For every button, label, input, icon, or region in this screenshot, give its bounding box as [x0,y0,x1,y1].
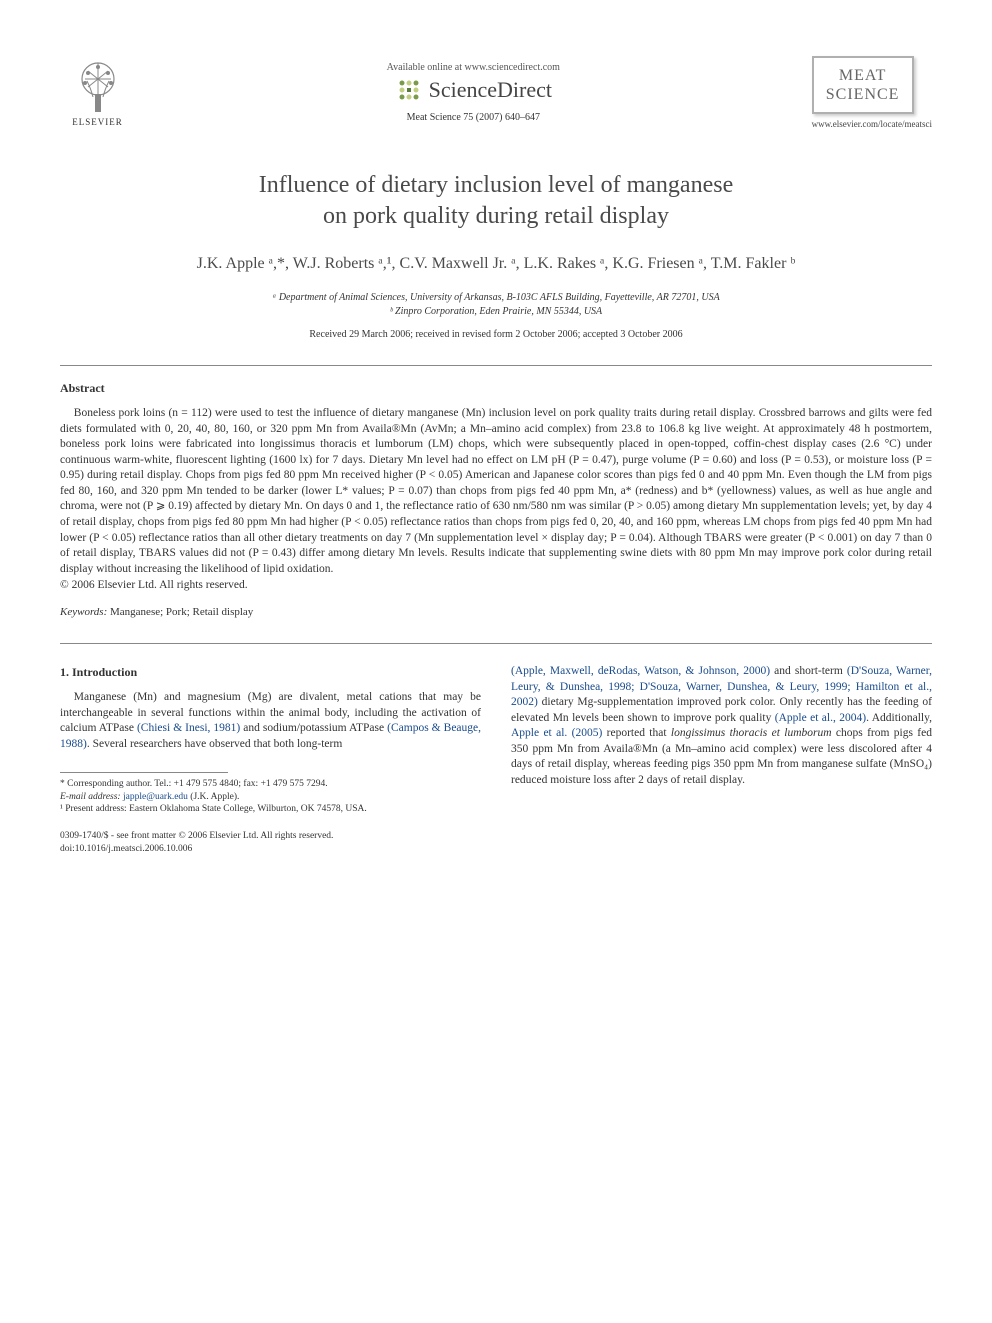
issn-line: 0309-1740/$ - see front matter © 2006 El… [60,830,481,842]
sciencedirect-icon [395,76,423,104]
footer-row: 0309-1740/$ - see front matter © 2006 El… [60,830,932,855]
citation[interactable]: (Apple et al., 2004) [775,712,866,724]
intro-para-2: (Apple, Maxwell, deRodas, Watson, & John… [511,664,932,788]
email-address[interactable]: japple@uark.edu [123,792,188,802]
journal-url: www.elsevier.com/locate/meatsci [812,119,932,129]
authors-list: J.K. Apple ᵃ,*, W.J. Roberts ᵃ,¹, C.V. M… [60,252,932,276]
abstract-paragraph: Boneless pork loins (n = 112) were used … [60,406,932,577]
citation[interactable]: (Apple, Maxwell, deRodas, Watson, & John… [511,665,770,677]
column-left: 1. Introduction Manganese (Mn) and magne… [60,664,481,815]
available-online-text: Available online at www.sciencedirect.co… [135,62,812,73]
present-address: ¹ Present address: Eastern Oklahoma Stat… [60,803,481,815]
title-line1: Influence of dietary inclusion level of … [259,172,733,198]
journal-cover-box: MEAT SCIENCE [812,56,914,114]
species-name: longissimus thoracis et lumborum [671,727,832,739]
journal-name-line2: SCIENCE [818,85,908,104]
affiliation-a: ᵃ Department of Animal Sciences, Univers… [60,291,932,305]
footer-left: 0309-1740/$ - see front matter © 2006 El… [60,830,481,855]
email-line: E-mail address: japple@uark.edu (J.K. Ap… [60,791,481,803]
header-row: ELSEVIER Available online at www.science… [60,50,932,135]
citation[interactable]: (Chiesi & Inesi, 1981) [137,722,240,734]
citation[interactable]: Apple et al. (2005) [511,727,602,739]
doi-line: doi:10.1016/j.meatsci.2006.10.006 [60,843,481,855]
journal-reference: Meat Science 75 (2007) 640–647 [135,112,812,123]
email-name: (J.K. Apple). [190,792,239,802]
elsevier-logo: ELSEVIER [60,50,135,135]
abstract-body: Boneless pork loins (n = 112) were used … [60,406,932,577]
keywords-row: Keywords: Manganese; Pork; Retail displa… [60,606,932,618]
abstract-heading: Abstract [60,381,932,396]
journal-box-wrapper: MEAT SCIENCE www.elsevier.com/locate/mea… [812,56,932,129]
rule-bottom [60,643,932,644]
journal-name-line1: MEAT [818,66,908,85]
article-title: Influence of dietary inclusion level of … [60,170,932,232]
elsevier-label: ELSEVIER [72,117,123,127]
column-right: (Apple, Maxwell, deRodas, Watson, & John… [511,664,932,815]
title-line2: on pork quality during retail display [323,203,669,229]
email-label: E-mail address: [60,792,121,802]
article-dates: Received 29 March 2006; received in revi… [60,329,932,340]
footer-right [511,830,932,855]
elsevier-tree-icon [73,59,123,114]
abstract-copyright: © 2006 Elsevier Ltd. All rights reserved… [60,579,932,591]
affiliations: ᵃ Department of Animal Sciences, Univers… [60,291,932,319]
body-columns: 1. Introduction Manganese (Mn) and magne… [60,664,932,815]
footnotes: * Corresponding author. Tel.: +1 479 575… [60,778,481,815]
article-page: ELSEVIER Available online at www.science… [0,0,992,895]
affiliation-b: ᵇ Zinpro Corporation, Eden Prairie, MN 5… [60,305,932,319]
sciencedirect-block: Available online at www.sciencedirect.co… [135,62,812,123]
sciencedirect-text: ScienceDirect [429,77,552,103]
keywords-label: Keywords: [60,606,107,618]
corresponding-author: * Corresponding author. Tel.: +1 479 575… [60,778,481,790]
introduction-heading: 1. Introduction [60,664,481,680]
intro-para-1: Manganese (Mn) and magnesium (Mg) are di… [60,690,481,752]
rule-top [60,365,932,366]
footnote-separator [60,772,228,773]
sciencedirect-logo-row: ScienceDirect [135,76,812,104]
keywords-values: Manganese; Pork; Retail display [110,606,253,618]
